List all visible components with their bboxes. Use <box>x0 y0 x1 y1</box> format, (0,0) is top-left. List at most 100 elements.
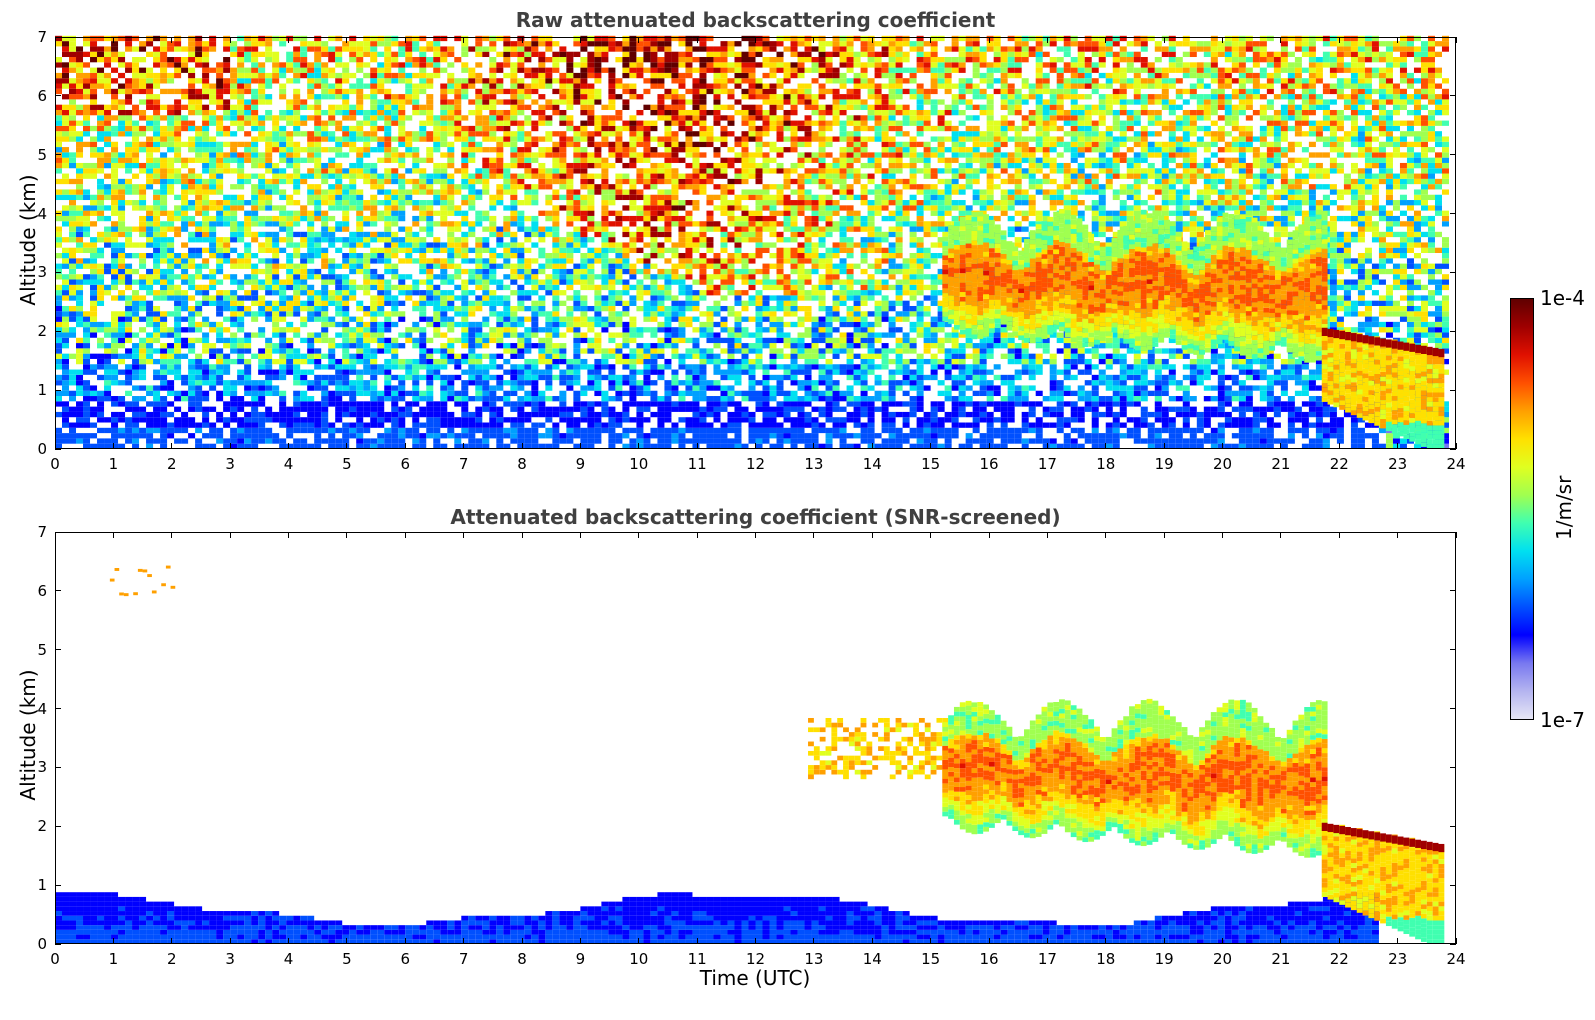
heatmap-cell-raw <box>125 162 133 169</box>
heatmap-cell-raw <box>559 88 567 95</box>
heatmap-cell-raw <box>90 253 98 259</box>
heatmap-cell-raw <box>629 438 637 444</box>
heatmap-cell-raw <box>580 284 588 291</box>
heatmap-cell-raw <box>370 147 378 153</box>
heatmap-cell-raw <box>636 295 644 301</box>
heatmap-cell-raw <box>230 311 238 317</box>
heatmap-cell-raw <box>629 321 637 328</box>
heatmap-cell-raw <box>622 178 630 185</box>
heatmap-cell-raw <box>384 120 392 126</box>
heatmap-cell-raw <box>76 147 84 153</box>
heatmap-cell-raw <box>62 215 70 222</box>
heatmap-cell-raw <box>524 358 532 365</box>
heatmap-cell-raw <box>573 268 581 275</box>
heatmap-cell-raw <box>538 327 546 333</box>
heatmap-cell-raw <box>153 411 161 418</box>
heatmap-cell-raw <box>258 300 266 306</box>
heatmap-cell-raw <box>160 221 168 227</box>
heatmap-cell-raw <box>552 57 560 63</box>
heatmap-cell-raw <box>377 327 385 333</box>
heatmap-cell-raw <box>545 83 553 89</box>
heatmap-cell-raw <box>615 210 623 216</box>
heatmap-cell-raw <box>447 226 455 232</box>
heatmap-cell-raw <box>62 136 70 142</box>
heatmap-cell-raw <box>601 226 609 232</box>
heatmap-cell-raw <box>118 253 126 259</box>
heatmap-cell-raw <box>405 274 413 280</box>
heatmap-cell-raw <box>636 189 644 195</box>
heatmap-cell-raw <box>440 67 448 73</box>
heatmap-cell-raw <box>111 284 119 291</box>
heatmap-cell-raw <box>286 427 294 434</box>
heatmap-cell-raw <box>356 390 364 397</box>
heatmap-cell-raw <box>587 284 595 291</box>
heatmap-cell-raw <box>517 316 525 322</box>
heatmap-cell-raw <box>314 253 322 259</box>
heatmap-cell-raw <box>398 422 406 428</box>
heatmap-cell-raw <box>398 438 406 444</box>
heatmap-cell-raw <box>258 427 266 434</box>
heatmap-cell-raw <box>356 417 364 423</box>
heatmap-cell-raw <box>650 411 658 418</box>
heatmap-cell-raw <box>293 152 301 158</box>
heatmap-cell-raw <box>111 343 119 349</box>
heatmap-cell-raw <box>349 173 357 179</box>
heatmap-cell-raw <box>174 231 182 238</box>
heatmap-cell-raw <box>55 311 63 317</box>
heatmap-cell-raw <box>573 200 581 206</box>
heatmap-cell-raw <box>174 390 182 397</box>
heatmap-cell-raw <box>377 35 385 42</box>
heatmap-cell-raw <box>405 141 413 148</box>
heatmap-cell-raw <box>433 67 441 73</box>
heatmap-cell-raw <box>552 305 560 312</box>
heatmap-cell-raw <box>97 215 105 222</box>
heatmap-cell-raw <box>83 242 91 248</box>
heatmap-cell-raw <box>216 348 224 354</box>
heatmap-cell-raw <box>461 200 469 206</box>
heatmap-cell-raw <box>384 369 392 375</box>
heatmap-cell-raw <box>545 136 553 142</box>
heatmap-cell-raw <box>258 189 266 195</box>
heatmap-cell-raw <box>223 237 231 243</box>
heatmap-cell-raw <box>293 115 301 121</box>
heatmap-cell-raw <box>300 231 308 238</box>
heatmap-cell-raw <box>300 104 308 110</box>
heatmap-cell-raw <box>503 401 511 407</box>
heatmap-cell-raw <box>489 88 497 95</box>
heatmap-cell-raw <box>265 353 273 359</box>
heatmap-cell-raw <box>615 385 623 391</box>
heatmap-cell-raw <box>181 88 189 95</box>
heatmap-cell-raw <box>279 332 287 338</box>
heatmap-cell-raw <box>482 168 490 174</box>
heatmap-cell-raw <box>566 215 574 222</box>
heatmap-cell-raw <box>468 157 476 163</box>
heatmap-cell-raw <box>342 422 350 428</box>
heatmap-cell-raw <box>146 348 154 354</box>
heatmap-cell-raw <box>335 295 343 301</box>
heatmap-cell-raw <box>111 311 119 317</box>
heatmap-cell-raw <box>307 168 315 174</box>
heatmap-cell-raw <box>251 274 259 280</box>
heatmap-cell-raw <box>153 215 161 222</box>
heatmap-cell-raw <box>314 380 322 386</box>
heatmap-cell-raw <box>524 51 532 58</box>
heatmap-cell-raw <box>76 274 84 280</box>
heatmap-cell-raw <box>230 221 238 227</box>
heatmap-cell-raw <box>454 364 462 370</box>
heatmap-cell-raw <box>433 316 441 322</box>
heatmap-cell-raw <box>132 443 140 449</box>
heatmap-cell-raw <box>237 194 245 201</box>
heatmap-cell-raw <box>573 295 581 301</box>
heatmap-cell-raw <box>69 237 77 243</box>
heatmap-cell-raw <box>363 168 371 174</box>
heatmap-cell-raw <box>272 279 280 285</box>
heatmap-cell-raw <box>580 200 588 206</box>
heatmap-cell-raw <box>650 46 658 52</box>
heatmap-cell-raw <box>209 343 217 349</box>
heatmap-cell-raw <box>321 94 329 100</box>
heatmap-cell-raw <box>587 210 595 216</box>
heatmap-cell-raw <box>279 109 287 116</box>
heatmap-cell-raw <box>461 231 469 238</box>
heatmap-cell-raw <box>125 321 133 328</box>
heatmap-cell-raw <box>377 443 385 449</box>
